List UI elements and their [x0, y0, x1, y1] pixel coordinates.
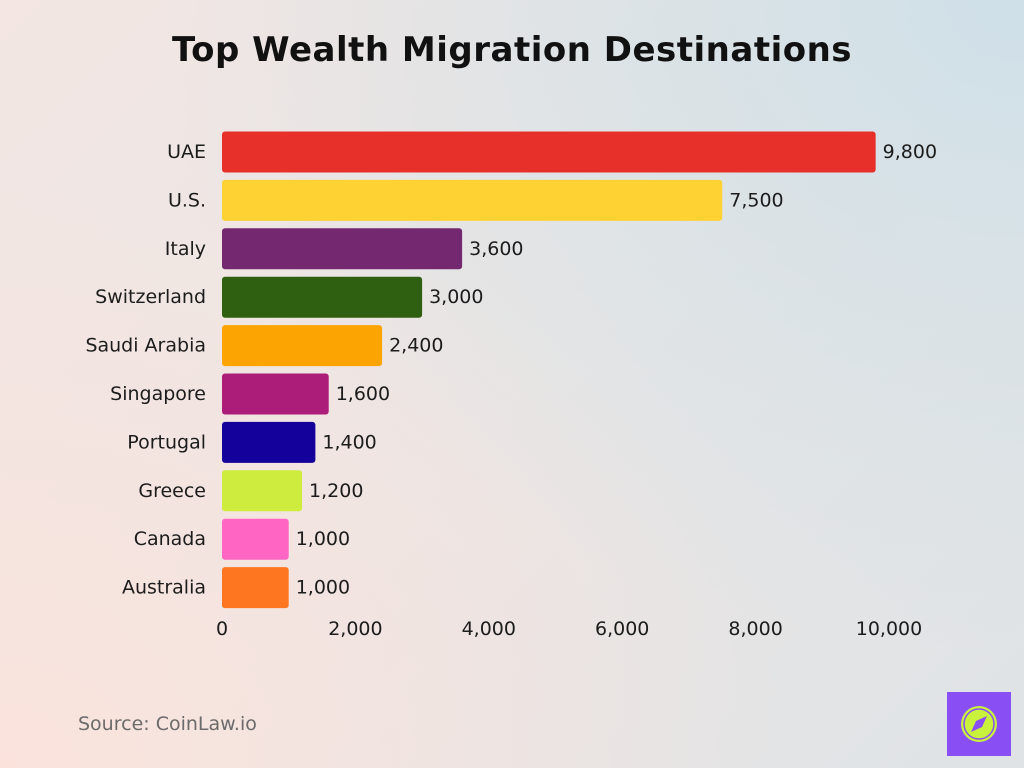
x-tick-label: 6,000 — [595, 618, 649, 640]
value-label-switzerland: 3,000 — [429, 286, 483, 308]
bar-chart: UAE U.S. Italy Switzerland Saudi Arabia Singa… — [85, 131, 937, 640]
value-label-greece: 1,200 — [309, 480, 363, 502]
compass-icon — [961, 706, 997, 742]
value-label-uae: 9,800 — [883, 141, 937, 163]
category-label-uae: UAE — [167, 141, 206, 163]
bar-switzerland — [222, 276, 423, 318]
category-label-portugal: Portugal — [127, 431, 206, 453]
x-tick-label: 8,000 — [728, 618, 782, 640]
category-label-switzerland: Switzerland — [95, 286, 206, 308]
category-label-australia: Australia — [122, 577, 206, 599]
bar-saudi-arabia — [222, 325, 383, 367]
bar-canada — [222, 518, 289, 560]
x-tick-label: 2,000 — [328, 618, 382, 640]
category-label-u-s: U.S. — [168, 189, 206, 211]
chart-title: Top Wealth Migration Destinations — [171, 30, 853, 70]
source-note: Source: CoinLaw.io — [78, 713, 257, 735]
category-label-canada: Canada — [134, 528, 206, 550]
bar-italy — [222, 228, 463, 270]
x-tick-label: 0 — [216, 618, 228, 640]
category-labels: UAE U.S. Italy Switzerland Saudi Arabia Singa… — [85, 141, 206, 599]
category-label-greece: Greece — [138, 480, 206, 502]
x-tick-label: 10,000 — [856, 618, 922, 640]
x-axis-ticks: 0 2,000 4,000 6,000 8,000 10,000 — [216, 618, 922, 640]
bar-u-s — [222, 179, 723, 221]
bar-greece — [222, 470, 303, 512]
bars-layer — [222, 131, 876, 609]
bar-uae — [222, 131, 876, 173]
value-label-italy: 3,600 — [469, 238, 523, 260]
x-tick-label: 4,000 — [462, 618, 516, 640]
bar-portugal — [222, 421, 316, 463]
value-label-singapore: 1,600 — [336, 383, 390, 405]
value-label-saudi-arabia: 2,400 — [389, 335, 443, 357]
value-label-canada: 1,000 — [296, 528, 350, 550]
logo — [947, 692, 1011, 756]
bar-singapore — [222, 373, 329, 415]
value-labels: 9,800 7,500 3,600 3,000 2,400 1,600 1,400 1,200… — [296, 141, 937, 599]
value-label-u-s: 7,500 — [729, 189, 783, 211]
category-label-singapore: Singapore — [110, 383, 206, 405]
value-label-australia: 1,000 — [296, 577, 350, 599]
category-label-italy: Italy — [165, 238, 206, 260]
category-label-saudi-arabia: Saudi Arabia — [85, 335, 206, 357]
value-label-portugal: 1,400 — [322, 431, 376, 453]
bar-australia — [222, 567, 289, 609]
